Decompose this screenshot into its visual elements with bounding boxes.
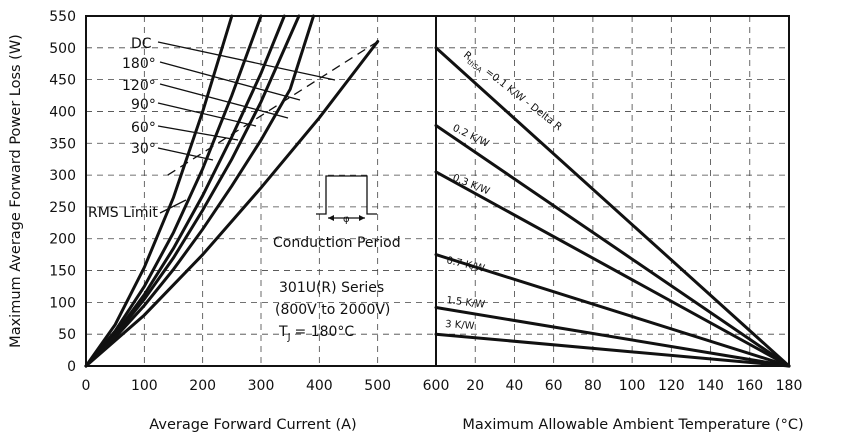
x-tick-label-shared: 600 [423, 378, 450, 394]
label-dc: DC [131, 36, 152, 52]
curve-right-0 [434, 46, 791, 368]
y-tick-label: 350 [49, 136, 76, 152]
leader-line-3 [157, 102, 257, 127]
y-tick-label: 100 [49, 295, 76, 311]
label-rms-limit: RMS Limit [88, 205, 158, 221]
label-180: 180° [122, 56, 156, 72]
label-3: 3 K/W [445, 319, 475, 332]
right-plot-frame [435, 15, 790, 367]
right-x-axis-label: Maximum Allowable Ambient Temperature (°… [462, 417, 803, 433]
y-tick-label: 500 [49, 41, 76, 57]
x-tick-label-right: 100 [619, 378, 646, 394]
leader-line-1 [159, 61, 301, 101]
x-tick-label-left: 500 [364, 378, 391, 394]
curve-right-1 [434, 124, 791, 368]
x-tick-label-left: 400 [306, 378, 333, 394]
series-name: 301U(R) Series [279, 280, 384, 296]
y-tick-label: 50 [58, 327, 76, 343]
x-tick-label-left: 300 [248, 378, 275, 394]
label-90: 90° [131, 97, 156, 113]
x-tick-label-left: 0 [82, 378, 91, 394]
label-rthsa-0-1: RthSA=0.1 K/W - Delta R [460, 50, 564, 135]
grid-lines [86, 16, 789, 366]
plot-frame [85, 15, 790, 367]
conduction-period-icon: φ [316, 175, 377, 225]
y-tick-label: 250 [49, 200, 76, 216]
leader-line-5 [157, 147, 214, 161]
y-tick-label: 400 [49, 104, 76, 120]
leader-lines [157, 41, 336, 214]
y-tick-label: 0 [67, 359, 76, 375]
y-tick-label: 200 [49, 232, 76, 248]
x-tick-label-left: 200 [189, 378, 216, 394]
curve-right-5 [434, 332, 791, 368]
y-tick-label: 150 [49, 264, 76, 280]
x-tick-label-left: 100 [131, 378, 158, 394]
y-tick-label: 450 [49, 73, 76, 89]
x-tick-label-right: 120 [658, 378, 685, 394]
label-0-3: 0.3 K/W [451, 173, 491, 198]
y-tick-label: 550 [49, 9, 76, 25]
leader-line-0 [157, 41, 336, 81]
curve-layer [84, 14, 791, 368]
y-tick-label: 300 [49, 168, 76, 184]
label-30: 30° [131, 141, 156, 157]
curve-left-0 [84, 14, 234, 368]
y-axis-label: Maximum Average Forward Power Loss (W) [8, 34, 24, 348]
voltage-range: (800V to 2000V) [275, 302, 390, 318]
label-0-2: 0.2 K/W [451, 123, 491, 150]
leader-line-2 [159, 83, 289, 119]
leader-line-4 [157, 125, 239, 141]
label-1-5: 1.5 K/W [446, 295, 486, 311]
x-tick-label-right: 20 [466, 378, 484, 394]
curve-right-4 [434, 306, 791, 368]
rms-limit-line [167, 40, 379, 176]
curve-left-5 [84, 40, 380, 368]
label-60: 60° [131, 120, 156, 136]
leader-line-6 [159, 199, 187, 214]
x-tick-label-right: 40 [506, 378, 524, 394]
curve-left-4 [84, 14, 315, 368]
phi-symbol: φ [343, 214, 350, 225]
x-tick-label-right: 60 [545, 378, 563, 394]
label-120: 120° [122, 78, 156, 94]
junction-temp: TJ = 180°C [278, 324, 354, 343]
curve-left-3 [84, 14, 301, 368]
x-tick-label-right: 140 [697, 378, 724, 394]
curve-right-2 [434, 170, 791, 368]
curve-left-1 [84, 14, 263, 368]
series-labels-left: DC 180° 120° 90° 60° 30° RMS Limit [88, 36, 158, 221]
x-tick-label-right: 160 [736, 378, 763, 394]
x-tick-label-right: 80 [584, 378, 602, 394]
left-x-axis-label: Average Forward Current (A) [149, 417, 356, 433]
x-tick-label-right: 180 [776, 378, 803, 394]
curve-right-3 [434, 253, 791, 368]
label-0-7: 0.7 K/W [445, 255, 485, 274]
conduction-period-label: Conduction Period [273, 235, 401, 251]
